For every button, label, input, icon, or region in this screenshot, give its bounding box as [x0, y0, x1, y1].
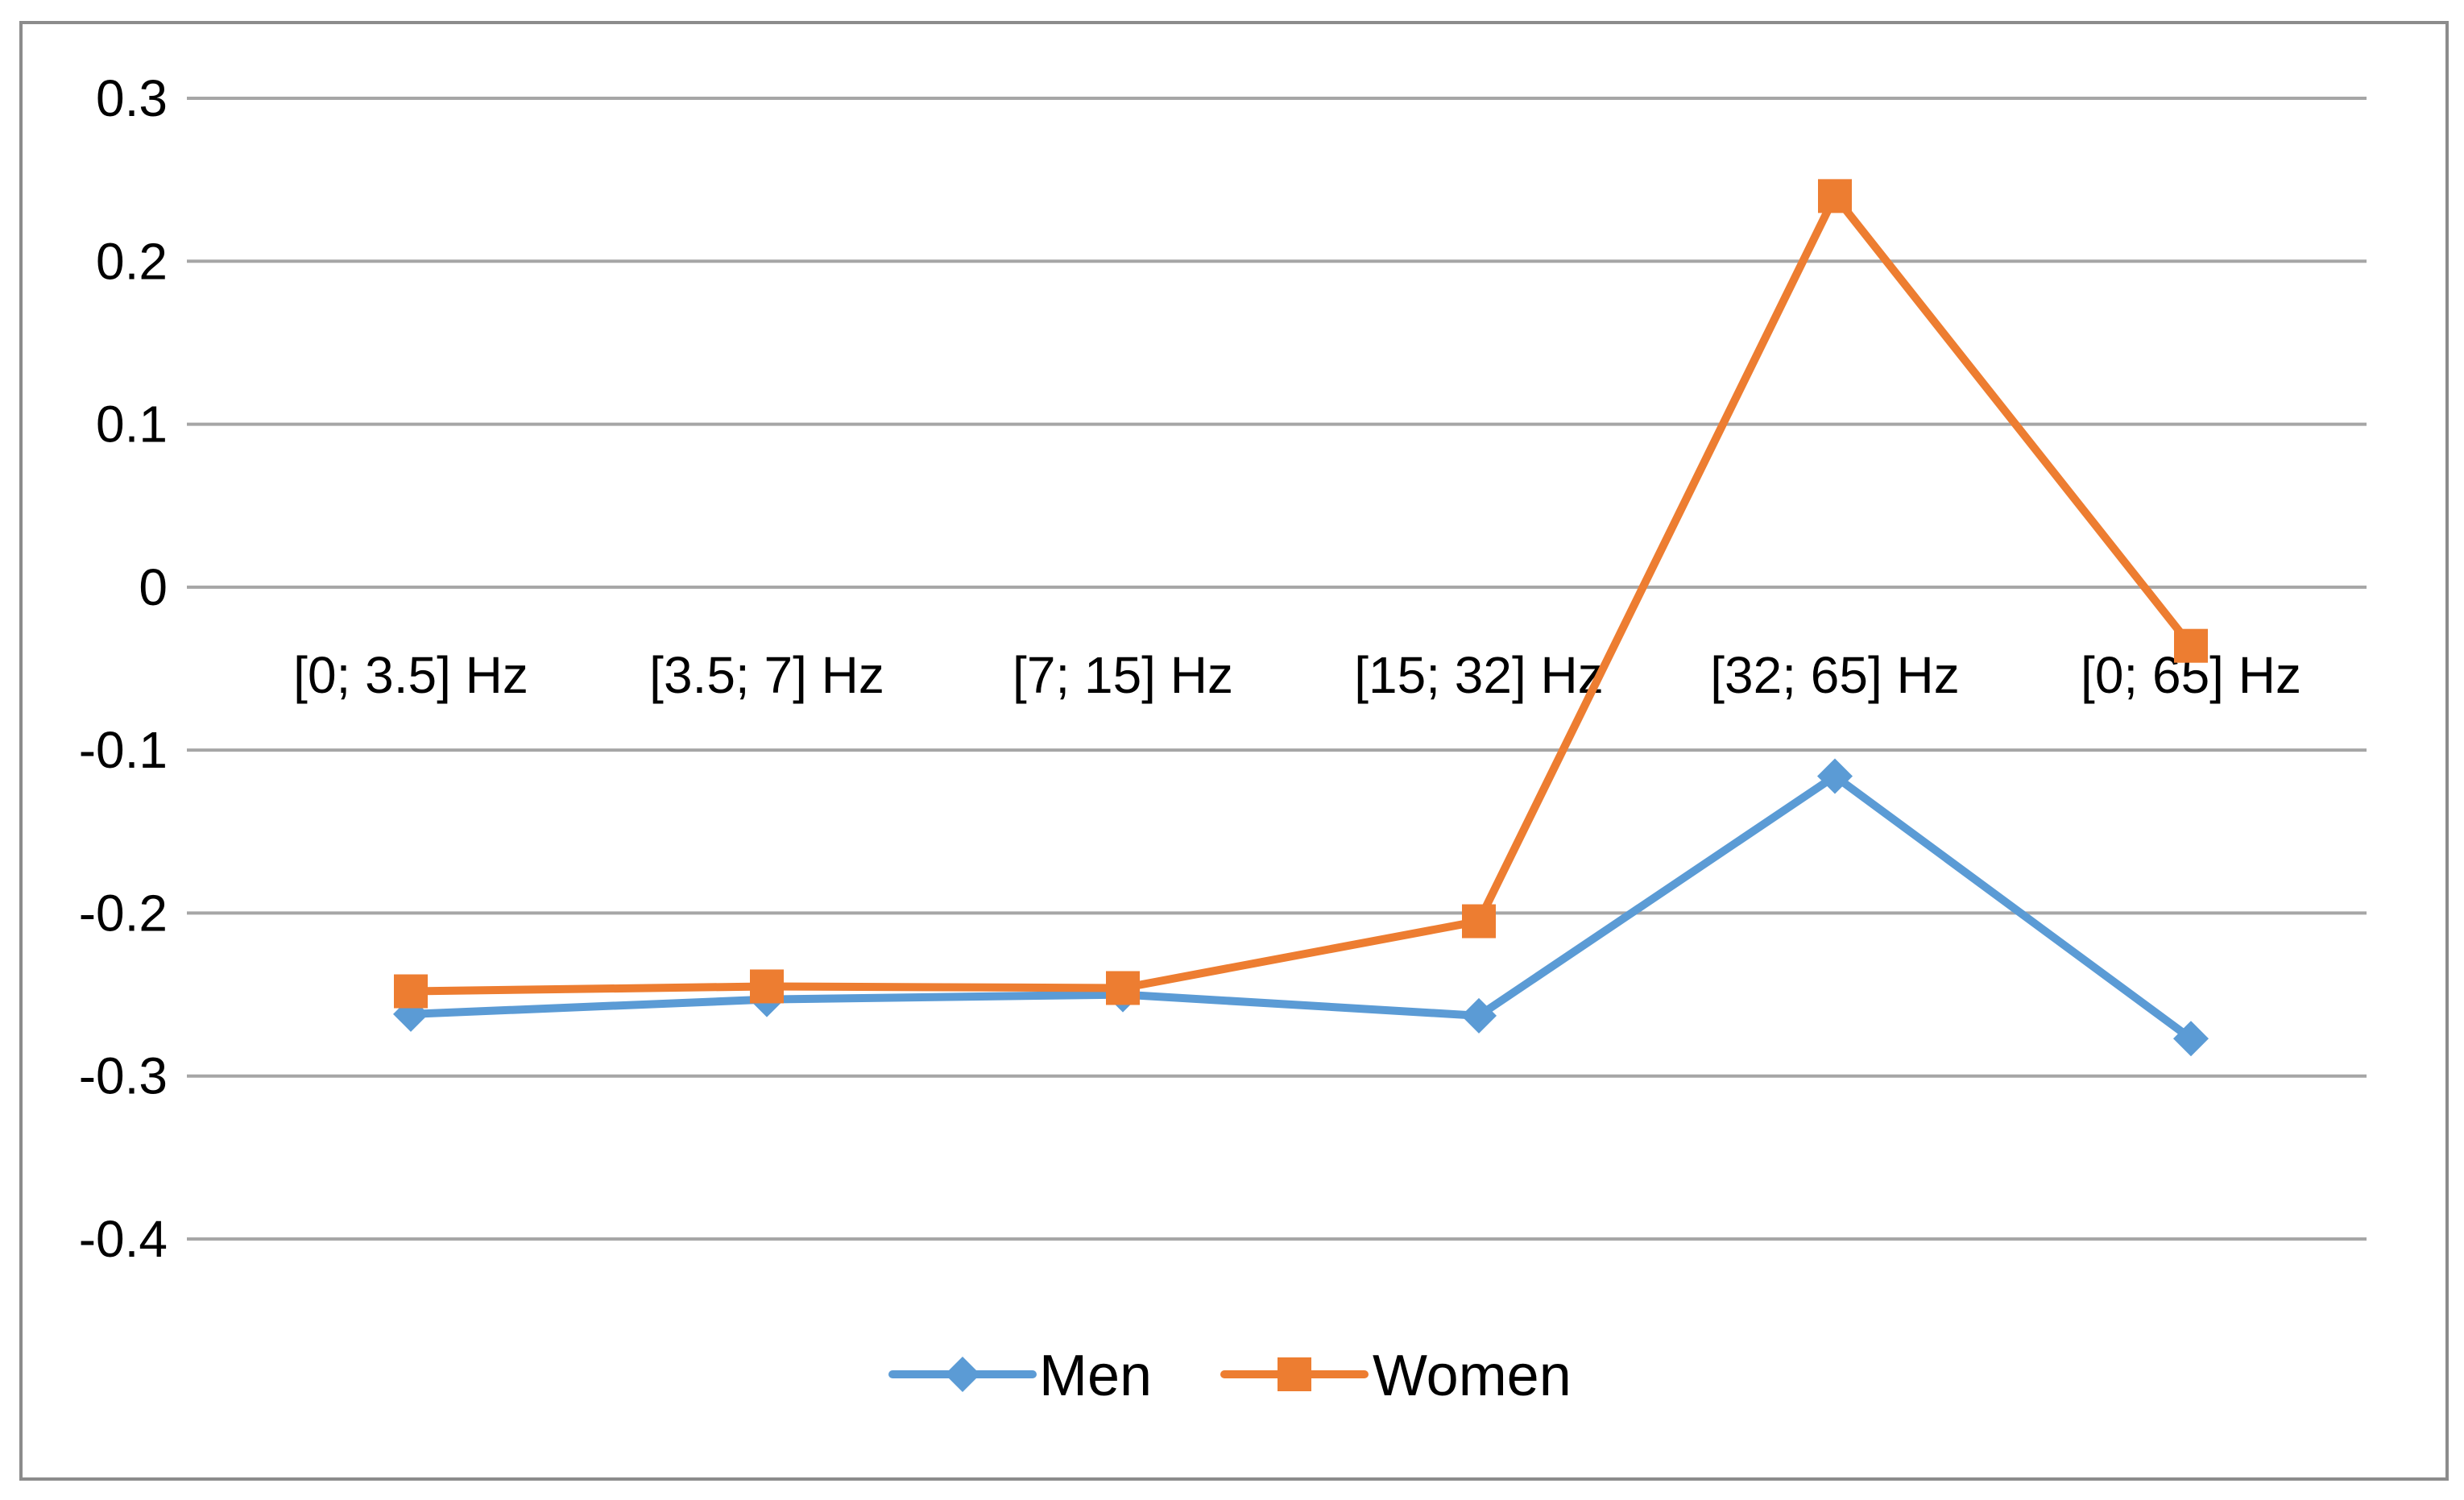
x-axis-category-labels: [0; 3.5] Hz [3.5; 7] Hz [7; 15] Hz [15; 32]…	[293, 646, 2301, 704]
y-tick-label: -0.4	[79, 1210, 168, 1268]
y-tick-label: 0	[139, 558, 168, 616]
legend: Men Women	[888, 1344, 1572, 1408]
y-tick-label: 0.1	[96, 396, 168, 454]
y-axis-tick-labels: 0.3 0.2 0.1 0 -0.1 -0.2 -0.3 -0.4	[79, 69, 168, 1268]
legend-label: Men	[1039, 1344, 1152, 1408]
y-tick-label: -0.2	[79, 884, 168, 942]
data-point-men	[1817, 758, 1853, 794]
series-line-men	[407, 772, 2195, 1043]
legend-marker-square	[1278, 1357, 1311, 1391]
x-category-label: [15; 32] Hz	[1354, 646, 1604, 704]
series-women	[394, 179, 2208, 1009]
data-point-women	[750, 969, 784, 1004]
data-point-women	[1106, 971, 1140, 1005]
y-tick-label: 0.2	[96, 232, 168, 290]
data-point-women	[1818, 179, 1852, 213]
y-tick-label: 0.3	[96, 69, 168, 127]
legend-marker-diamond	[945, 1357, 980, 1392]
legend-item-men: Men	[888, 1344, 1152, 1408]
legend-label: Women	[1373, 1344, 1572, 1408]
legend-item-women: Women	[1220, 1344, 1572, 1408]
x-category-label: [7; 15] Hz	[1013, 646, 1233, 704]
x-category-label: [0; 3.5] Hz	[293, 646, 528, 704]
x-category-label: [32; 65] Hz	[1710, 646, 1960, 704]
data-series	[393, 179, 2209, 1057]
y-tick-label: -0.3	[79, 1047, 168, 1105]
gridlines	[187, 97, 2367, 1241]
data-point-women	[1462, 904, 1496, 939]
series-line-women	[407, 192, 2195, 996]
data-point-women	[2174, 628, 2208, 663]
data-point-men	[2173, 1021, 2209, 1057]
data-point-women	[394, 974, 428, 1009]
x-category-label: [3.5; 7] Hz	[649, 646, 884, 704]
y-tick-label: -0.1	[79, 721, 168, 779]
data-point-men	[1461, 997, 1497, 1034]
